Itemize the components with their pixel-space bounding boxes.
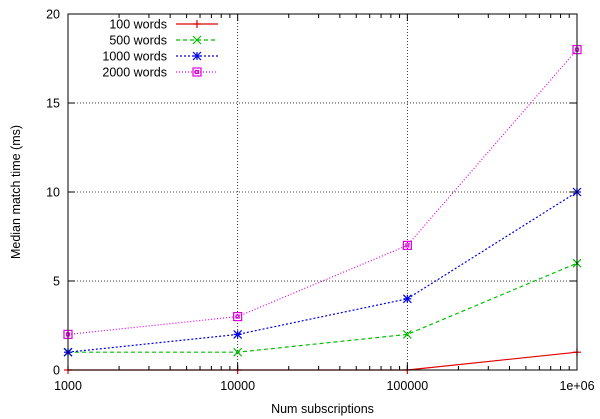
legend-item: 500 words xyxy=(109,34,218,48)
series-lines xyxy=(63,44,582,374)
y-tick-label: 5 xyxy=(53,275,60,289)
x-tick-label: 1000 xyxy=(54,379,82,393)
series-1000-words xyxy=(63,187,582,357)
legend-label: 100 words xyxy=(109,18,167,32)
x-tick-label: 1e+06 xyxy=(559,379,594,393)
series-500-words xyxy=(63,258,582,357)
data-point xyxy=(193,20,201,28)
x-axis-title: Num subscriptions xyxy=(271,402,374,416)
legend-item: 100 words xyxy=(109,18,218,32)
series-line xyxy=(68,262,578,353)
data-point xyxy=(233,347,243,357)
grid-lines xyxy=(68,14,577,370)
y-tick-label: 20 xyxy=(46,8,60,22)
series-line xyxy=(67,191,578,353)
data-point xyxy=(192,51,202,61)
axis-ticks: 1000 10000 100000 1e+06 0 5 10 15 20 xyxy=(46,8,595,394)
data-point xyxy=(192,35,202,45)
data-point xyxy=(402,240,412,250)
x-tick-label: 10000 xyxy=(220,379,255,393)
legend-label: 500 words xyxy=(109,34,167,48)
y-tick-label: 15 xyxy=(46,97,60,111)
legend-label: 2000 words xyxy=(102,66,167,80)
legend-item: 1000 words xyxy=(102,50,218,64)
data-point xyxy=(233,312,243,322)
data-point xyxy=(192,67,202,77)
data-point xyxy=(233,329,243,339)
data-point xyxy=(402,329,412,339)
legend-label: 1000 words xyxy=(102,50,167,64)
data-point xyxy=(402,294,412,304)
y-tick-label: 0 xyxy=(53,364,60,378)
series-line xyxy=(68,351,578,371)
y-tick-label: 10 xyxy=(46,186,60,200)
legend: 100 words 500 words 1000 words 2000 words xyxy=(102,18,218,80)
x-tick-label: 100000 xyxy=(386,379,428,393)
legend-item: 2000 words xyxy=(102,66,218,80)
y-axis-title: Median match time (ms) xyxy=(9,125,23,259)
